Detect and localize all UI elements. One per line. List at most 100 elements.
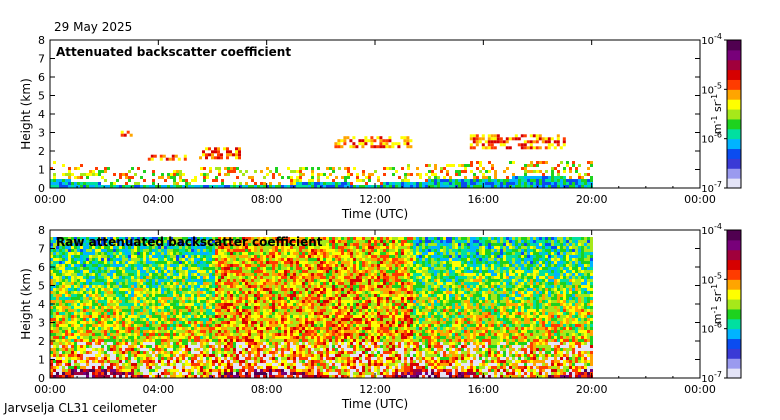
cloud-cell	[406, 136, 410, 140]
cloud-cell	[535, 134, 539, 138]
cloud-cell	[511, 137, 515, 141]
colorbar-unit-label: m-1 sr-1	[710, 284, 724, 324]
heatmap-cells	[50, 237, 593, 378]
cloud-cell	[523, 134, 527, 138]
cloud-cell	[346, 136, 350, 140]
cloud-cell	[499, 140, 503, 144]
cloud-cell	[217, 150, 220, 154]
cloud-cell	[481, 134, 485, 138]
colorbar-segment	[727, 259, 741, 270]
cloud-cell	[406, 142, 410, 146]
colorbar-segment	[727, 178, 741, 189]
cloud-cell	[385, 139, 389, 143]
cloud-cell	[481, 137, 485, 141]
colorbar-segment	[727, 368, 741, 379]
cloud-cell	[490, 134, 494, 138]
colorbar-segment	[727, 49, 741, 61]
colorbar-segment	[727, 148, 741, 159]
cloud-cell	[490, 146, 494, 150]
cloud-cell	[475, 143, 479, 147]
cloud-cell	[487, 140, 491, 144]
colorbar-segment	[727, 338, 741, 349]
cloud-cell	[391, 145, 395, 149]
cloud-cell	[340, 139, 344, 143]
cloud-cell	[496, 137, 500, 141]
cloud-cell	[469, 146, 473, 150]
cloud-cell	[406, 145, 410, 149]
cloud-cell	[526, 146, 530, 150]
cloud-cell	[171, 154, 175, 158]
cloud-cell	[505, 146, 509, 150]
cloud-cell	[337, 139, 341, 143]
cloud-cell	[373, 139, 377, 143]
cloud-cell	[403, 142, 407, 146]
cloud-cell	[535, 140, 539, 144]
x-axis-label: Time (UTC)	[341, 397, 408, 411]
cloud-cell	[487, 143, 491, 147]
cloud-cell	[481, 143, 485, 147]
cloud-cell	[238, 150, 241, 154]
cloud-cell	[153, 154, 157, 158]
cloud-cell	[520, 143, 524, 147]
cloud-cell	[403, 136, 407, 140]
cloud-cell	[165, 157, 169, 161]
cloud-cell	[376, 145, 380, 149]
colorbar-segment	[727, 308, 741, 320]
cloud-cell	[493, 140, 497, 144]
cloud-cell	[238, 153, 241, 157]
colorbar-segment	[727, 249, 741, 261]
cloud-cell	[343, 142, 347, 146]
cloud-cell	[168, 157, 172, 161]
panel-2: 0 1 2 3 4 5 6 7 8 00:00 04:00 08:00 12:00 16:00 20:00 0…	[19, 222, 742, 411]
cloud-cell	[202, 153, 205, 157]
cloud-cell	[162, 154, 166, 158]
cloud-cell	[229, 150, 232, 154]
cloud-cell	[220, 153, 223, 157]
cloud-cell	[349, 139, 353, 143]
colorbar-segment	[727, 59, 741, 71]
cloud-cell	[358, 142, 362, 146]
cloud-cell	[214, 147, 217, 151]
cloud-cell	[235, 156, 238, 160]
cloud-cell	[490, 137, 494, 141]
colorbar-segment	[727, 269, 741, 280]
cloud-cell	[150, 157, 154, 161]
cloud-cell	[202, 150, 205, 154]
cloud-cell	[532, 134, 536, 138]
panel-title: Attenuated backscatter coefficient	[56, 45, 291, 59]
cloud-cell	[334, 145, 338, 149]
cloud-cell	[183, 154, 187, 158]
cloud-cell	[550, 137, 554, 141]
cloud-cell	[487, 137, 491, 141]
cloud-cell	[352, 136, 356, 140]
cloud-cell	[556, 134, 560, 138]
colorbar-segment	[727, 168, 741, 179]
cloud-cell	[226, 147, 229, 151]
cloud-cell	[382, 142, 386, 146]
cloud-cell	[370, 139, 374, 143]
cloud-cell	[150, 154, 154, 158]
cloud-cell	[478, 137, 482, 141]
cloud-cell	[514, 134, 518, 138]
colorbar-segment	[727, 299, 741, 310]
cloud-cell	[217, 153, 220, 157]
heatmap-cells	[50, 161, 593, 188]
cloud-cell	[532, 146, 536, 150]
cloud-cell	[544, 137, 548, 141]
cloud-cell	[547, 137, 551, 141]
cloud-cell	[235, 150, 238, 154]
cloud-cell	[205, 153, 208, 157]
cloud-cell	[478, 140, 482, 144]
cloud-cell	[547, 146, 551, 150]
cloud-cell	[211, 150, 214, 154]
cloud-cell	[388, 139, 392, 143]
y-axis-label: Height (km)	[19, 78, 33, 149]
colorbar-segment	[727, 109, 741, 120]
cloud-cell	[226, 150, 229, 154]
x-tick-label: 00:00	[684, 193, 716, 206]
y-tick-label: 5	[38, 280, 45, 293]
cloud-cell	[229, 153, 232, 157]
cloud-cell	[382, 139, 386, 143]
x-tick-label: 00:00	[34, 193, 66, 206]
cloud-layers	[120, 130, 566, 161]
